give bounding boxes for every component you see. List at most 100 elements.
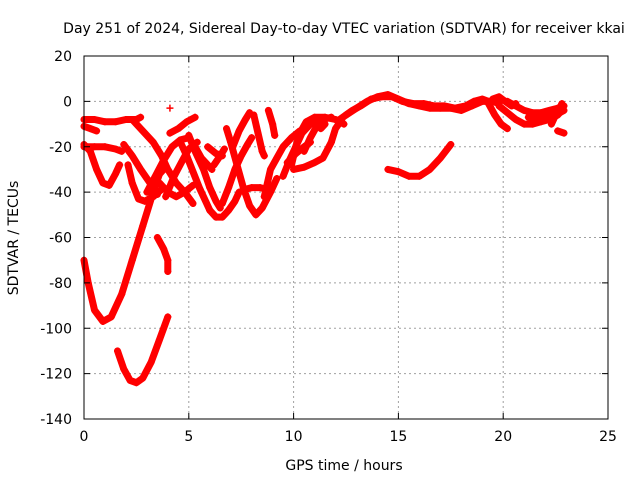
data-point	[233, 161, 241, 169]
data-point	[143, 188, 151, 196]
data-point	[554, 127, 562, 135]
data-point	[93, 165, 101, 173]
data-point	[128, 256, 136, 264]
data-point	[306, 134, 314, 142]
data-point	[86, 125, 94, 133]
series-27	[264, 106, 279, 139]
data-point	[139, 222, 147, 230]
data-point	[99, 317, 107, 325]
data-point	[243, 140, 251, 148]
data-point	[520, 106, 528, 114]
data-point	[267, 165, 275, 173]
data-point	[252, 211, 260, 219]
data-point	[231, 197, 239, 205]
data-point	[292, 143, 300, 151]
data-point	[162, 193, 170, 201]
data-point	[260, 152, 268, 160]
data-point	[336, 116, 344, 124]
data-point	[225, 184, 233, 192]
y-tick-label: -60	[49, 231, 72, 247]
data-point	[149, 138, 157, 146]
data-point	[120, 365, 128, 373]
data-point	[273, 175, 281, 183]
data-point	[248, 134, 256, 142]
data-point	[384, 165, 392, 173]
series-trace	[153, 234, 172, 275]
data-point	[520, 120, 528, 128]
series-43	[547, 100, 566, 128]
data-point	[529, 109, 537, 117]
y-tick-label: -120	[40, 367, 72, 383]
data-point	[212, 197, 220, 205]
data-point	[405, 172, 413, 180]
data-point	[128, 152, 136, 160]
data-point	[545, 106, 553, 114]
data-point	[128, 116, 136, 124]
data-point	[218, 199, 226, 207]
data-point	[174, 125, 182, 133]
data-point	[151, 172, 159, 180]
data-point	[197, 154, 205, 162]
data-point	[495, 102, 503, 110]
y-tick-label: -100	[40, 321, 72, 337]
data-point	[126, 376, 134, 384]
data-point	[300, 163, 308, 171]
data-point	[246, 202, 254, 210]
data-point	[155, 336, 163, 344]
data-point	[468, 102, 476, 110]
data-point	[269, 120, 277, 128]
data-point	[248, 184, 256, 192]
data-point	[342, 111, 350, 119]
series-trace	[166, 113, 199, 137]
x-tick-label: 20	[494, 429, 512, 445]
data-point	[229, 143, 237, 151]
data-point	[160, 156, 168, 164]
data-point	[216, 152, 224, 160]
data-point	[271, 131, 279, 139]
data-point	[241, 116, 249, 124]
series-trace	[260, 127, 304, 201]
data-point	[101, 143, 109, 151]
data-point	[256, 184, 264, 192]
data-point	[181, 188, 189, 196]
data-point	[191, 143, 199, 151]
data-point	[543, 113, 551, 121]
y-tick-label: -140	[40, 412, 72, 428]
data-point	[311, 159, 319, 167]
data-point	[485, 100, 493, 108]
series-23	[229, 109, 254, 151]
data-point	[373, 93, 381, 101]
data-point	[258, 204, 266, 212]
data-point	[210, 161, 218, 169]
series-32	[300, 113, 335, 155]
data-point	[302, 118, 310, 126]
data-point	[155, 179, 163, 187]
data-point	[279, 143, 287, 151]
series-trace	[547, 100, 566, 128]
data-point	[497, 120, 505, 128]
data-point	[137, 113, 145, 121]
data-point	[101, 118, 109, 126]
data-point	[317, 125, 325, 133]
data-point	[223, 125, 231, 133]
series-44	[554, 127, 568, 137]
x-tick-label: 15	[389, 429, 407, 445]
data-point	[426, 104, 434, 112]
data-point	[495, 93, 503, 101]
data-point	[237, 152, 245, 160]
series-trace	[250, 111, 268, 160]
data-point	[147, 358, 155, 366]
data-point	[288, 134, 296, 142]
data-point	[90, 306, 98, 314]
data-point	[141, 197, 149, 205]
data-point	[105, 181, 113, 189]
data-point	[332, 125, 340, 133]
data-point	[134, 195, 142, 203]
data-point	[93, 127, 101, 135]
data-point	[118, 147, 126, 155]
data-point	[153, 234, 161, 241]
x-tick-label: 5	[184, 429, 193, 445]
data-point	[415, 102, 423, 110]
data-point	[260, 193, 268, 201]
x-tick-label: 25	[599, 429, 617, 445]
